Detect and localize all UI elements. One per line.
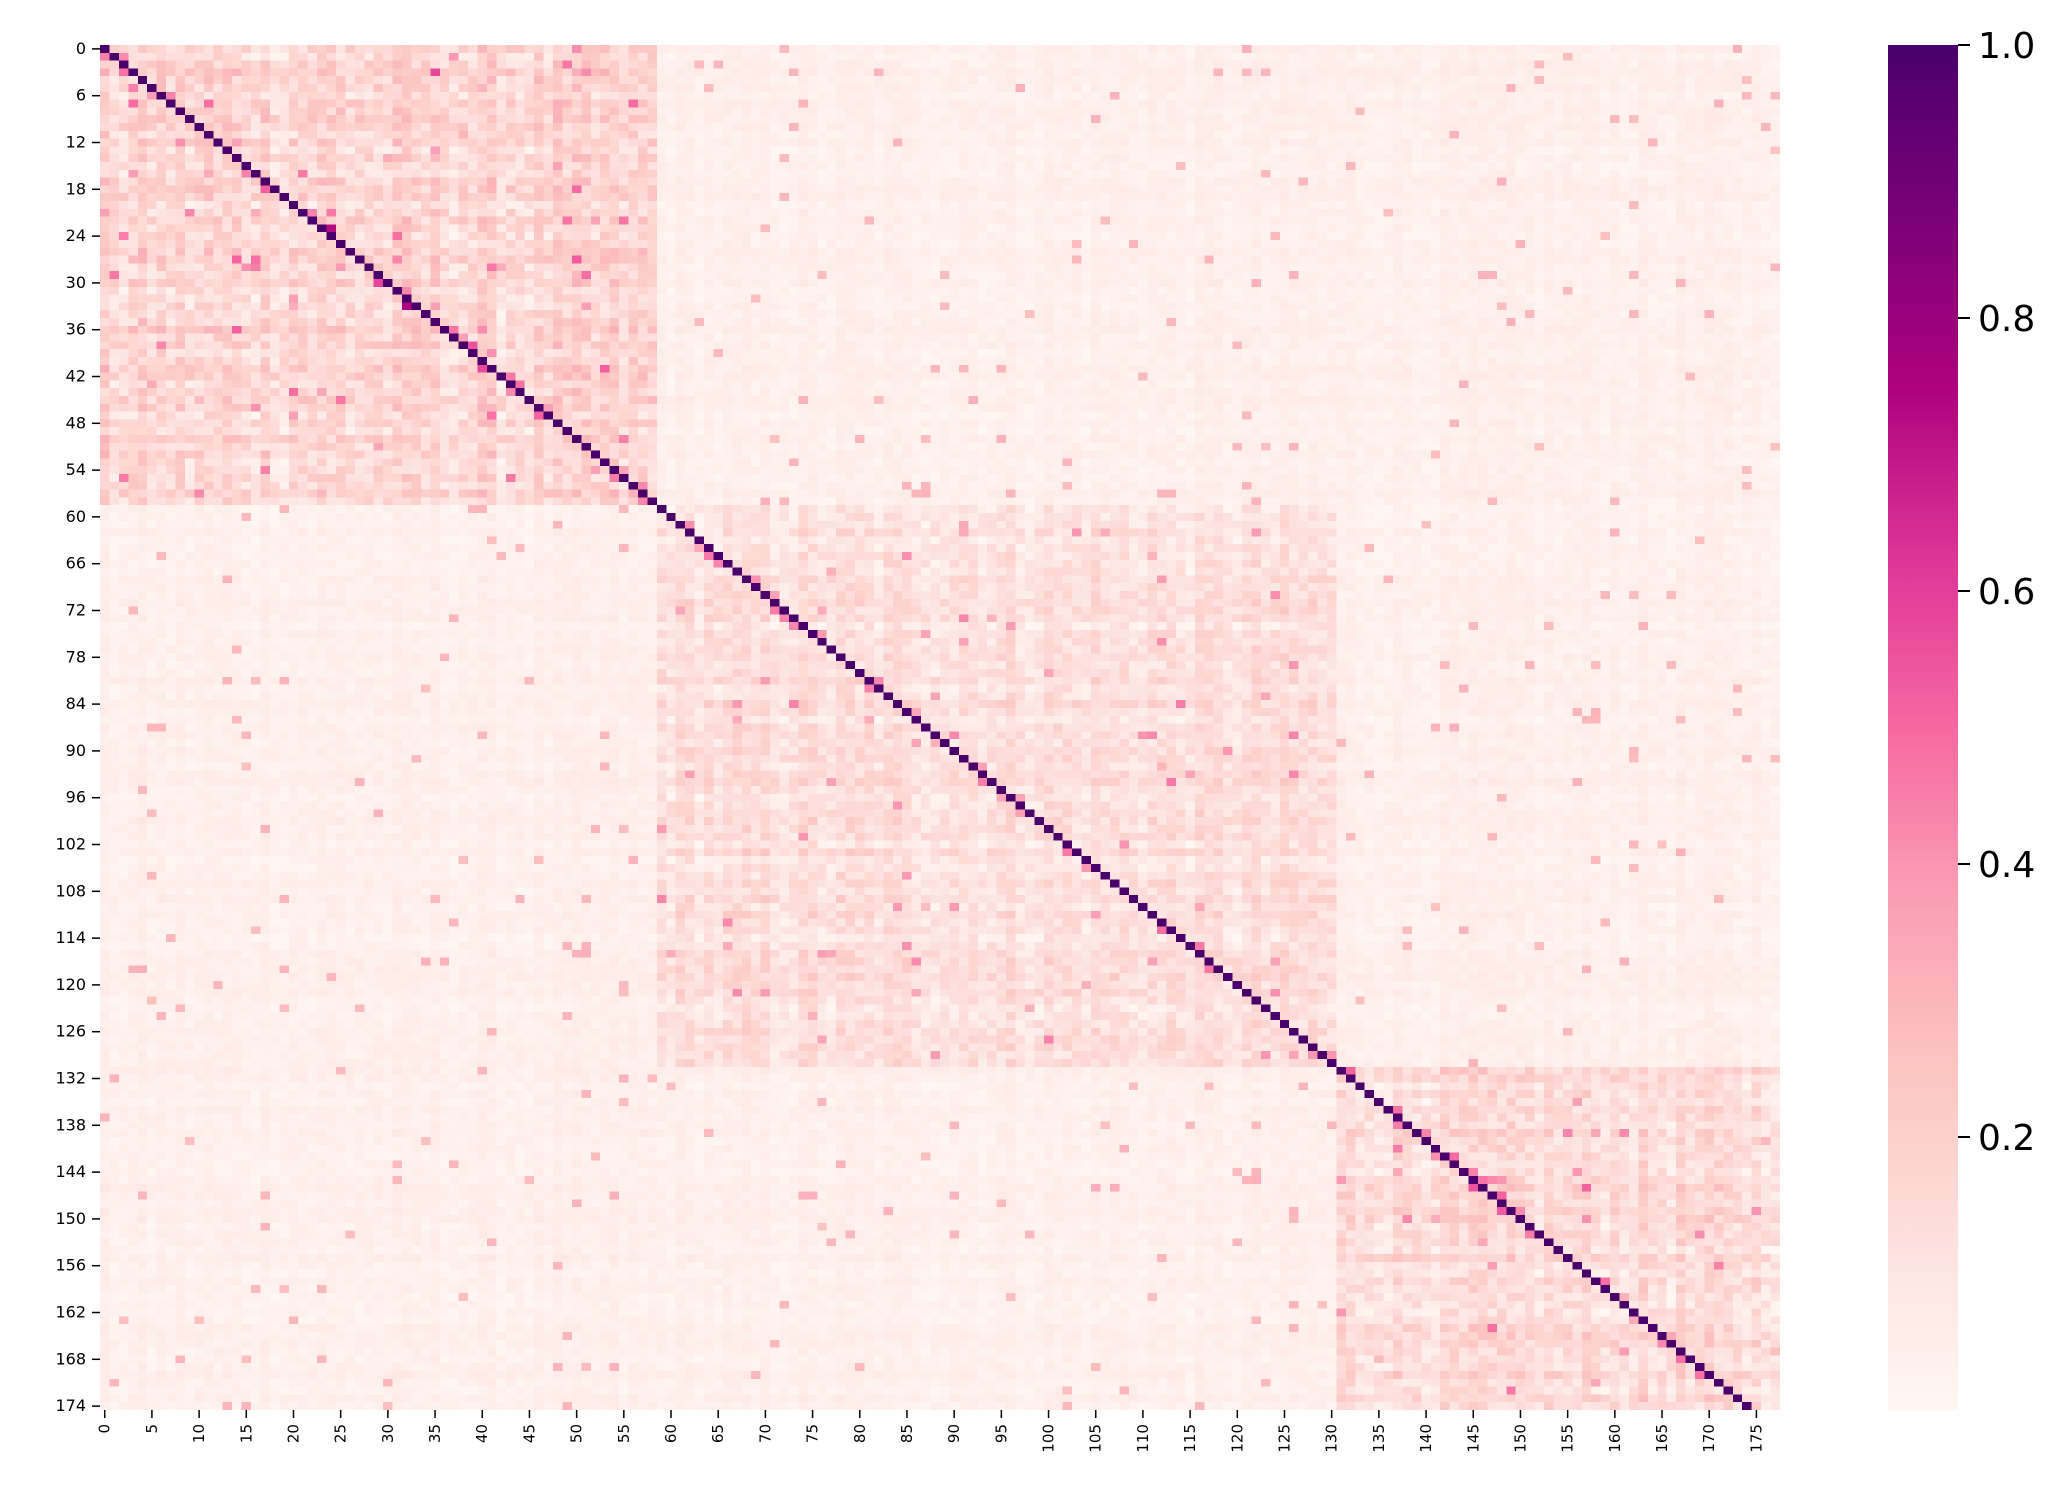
x-tick-label: 125 (1275, 1424, 1293, 1453)
y-tick-label: 102 (55, 835, 86, 854)
x-tick-label: 35 (426, 1424, 444, 1443)
x-tick-label: 15 (237, 1424, 255, 1443)
x-tick-label: 0 (96, 1424, 114, 1434)
y-tick-label: 114 (55, 928, 86, 947)
heatmap-matrix (100, 45, 1780, 1410)
y-tick-label: 96 (66, 788, 86, 807)
x-axis: 0 5 10 15 20 25 30 35 40 45 50 55 60 65 70 75 80 85 90 95 10… (96, 1410, 1765, 1453)
colorbar: 0.2 0.4 0.6 0.8 1.0 (1888, 26, 2035, 1410)
y-axis: 0 6 12 18 24 30 36 42 48 54 60 66 72 78 84 90 96 102 108 11… (55, 39, 100, 1415)
x-tick-label: 45 (520, 1424, 538, 1443)
colorbar-tick-label: 0.2 (1978, 1118, 2035, 1159)
x-tick-label: 30 (379, 1424, 397, 1443)
y-tick-label: 174 (55, 1396, 86, 1415)
colorbar-tick-label: 1.0 (1978, 26, 2035, 67)
y-tick-label: 36 (66, 320, 86, 339)
x-tick-label: 50 (568, 1424, 586, 1443)
x-tick-label: 65 (709, 1424, 727, 1443)
heatmap-cells (100, 45, 1780, 1410)
x-tick-label: 75 (804, 1424, 822, 1443)
x-tick-label: 105 (1087, 1424, 1105, 1453)
x-tick-label: 170 (1700, 1424, 1718, 1453)
y-tick-label: 6 (76, 86, 86, 105)
y-tick-label: 66 (66, 554, 86, 573)
x-tick-label: 165 (1653, 1424, 1671, 1453)
x-tick-label: 40 (473, 1424, 491, 1443)
x-tick-label: 120 (1228, 1424, 1246, 1453)
x-tick-label: 100 (1040, 1424, 1058, 1453)
x-tick-label: 80 (851, 1424, 869, 1443)
y-tick-label: 108 (55, 881, 86, 900)
y-tick-label: 18 (66, 179, 86, 198)
x-tick-label: 10 (190, 1424, 208, 1443)
x-tick-label: 160 (1606, 1424, 1624, 1453)
y-tick-label: 78 (66, 647, 86, 666)
y-tick-label: 126 (55, 1022, 86, 1041)
y-tick-label: 162 (55, 1303, 86, 1322)
y-tick-label: 12 (66, 133, 86, 152)
x-tick-label: 90 (945, 1424, 963, 1443)
y-tick-label: 48 (66, 413, 86, 432)
y-tick-label: 84 (66, 694, 86, 713)
y-tick-label: 90 (66, 741, 86, 760)
y-tick-label: 120 (55, 975, 86, 994)
y-tick-label: 30 (66, 273, 86, 292)
colorbar-tick-label: 0.8 (1978, 299, 2035, 340)
y-tick-label: 72 (66, 601, 86, 620)
y-tick-label: 144 (55, 1162, 86, 1181)
x-tick-label: 110 (1134, 1424, 1152, 1453)
x-tick-label: 155 (1559, 1424, 1577, 1453)
y-tick-label: 132 (55, 1069, 86, 1088)
colorbar-tick-label: 0.6 (1978, 572, 2035, 613)
y-tick-label: 138 (55, 1115, 86, 1134)
y-tick-label: 42 (66, 367, 86, 386)
y-tick-label: 24 (66, 226, 86, 245)
y-tick-label: 54 (66, 460, 86, 479)
y-tick-label: 168 (55, 1349, 86, 1368)
y-tick-label: 150 (55, 1209, 86, 1228)
x-tick-label: 60 (662, 1424, 680, 1443)
x-tick-label: 85 (898, 1424, 916, 1443)
colorbar-gradient (1888, 45, 1958, 1410)
x-tick-label: 175 (1747, 1424, 1765, 1453)
x-tick-label: 135 (1370, 1424, 1388, 1453)
x-tick-label: 25 (332, 1424, 350, 1443)
y-tick-label: 60 (66, 507, 86, 526)
y-tick-label: 0 (76, 39, 86, 58)
x-tick-label: 150 (1511, 1424, 1529, 1453)
colorbar-tick-label: 0.4 (1978, 845, 2035, 886)
x-tick-label: 145 (1464, 1424, 1482, 1453)
x-tick-label: 140 (1417, 1424, 1435, 1453)
x-tick-label: 130 (1323, 1424, 1341, 1453)
x-tick-label: 70 (756, 1424, 774, 1443)
x-tick-label: 20 (284, 1424, 302, 1443)
x-tick-label: 95 (992, 1424, 1010, 1443)
x-tick-label: 115 (1181, 1424, 1199, 1453)
x-tick-label: 55 (615, 1424, 633, 1443)
x-tick-label: 5 (143, 1424, 161, 1434)
y-tick-label: 156 (55, 1256, 86, 1275)
